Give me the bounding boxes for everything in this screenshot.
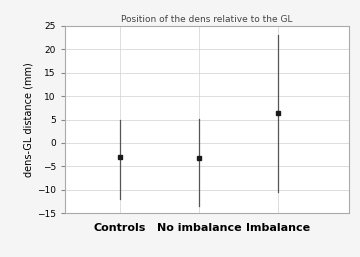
Title: Position of the dens relative to the GL: Position of the dens relative to the GL	[121, 15, 293, 24]
Y-axis label: dens-GL distance (mm): dens-GL distance (mm)	[24, 62, 34, 177]
